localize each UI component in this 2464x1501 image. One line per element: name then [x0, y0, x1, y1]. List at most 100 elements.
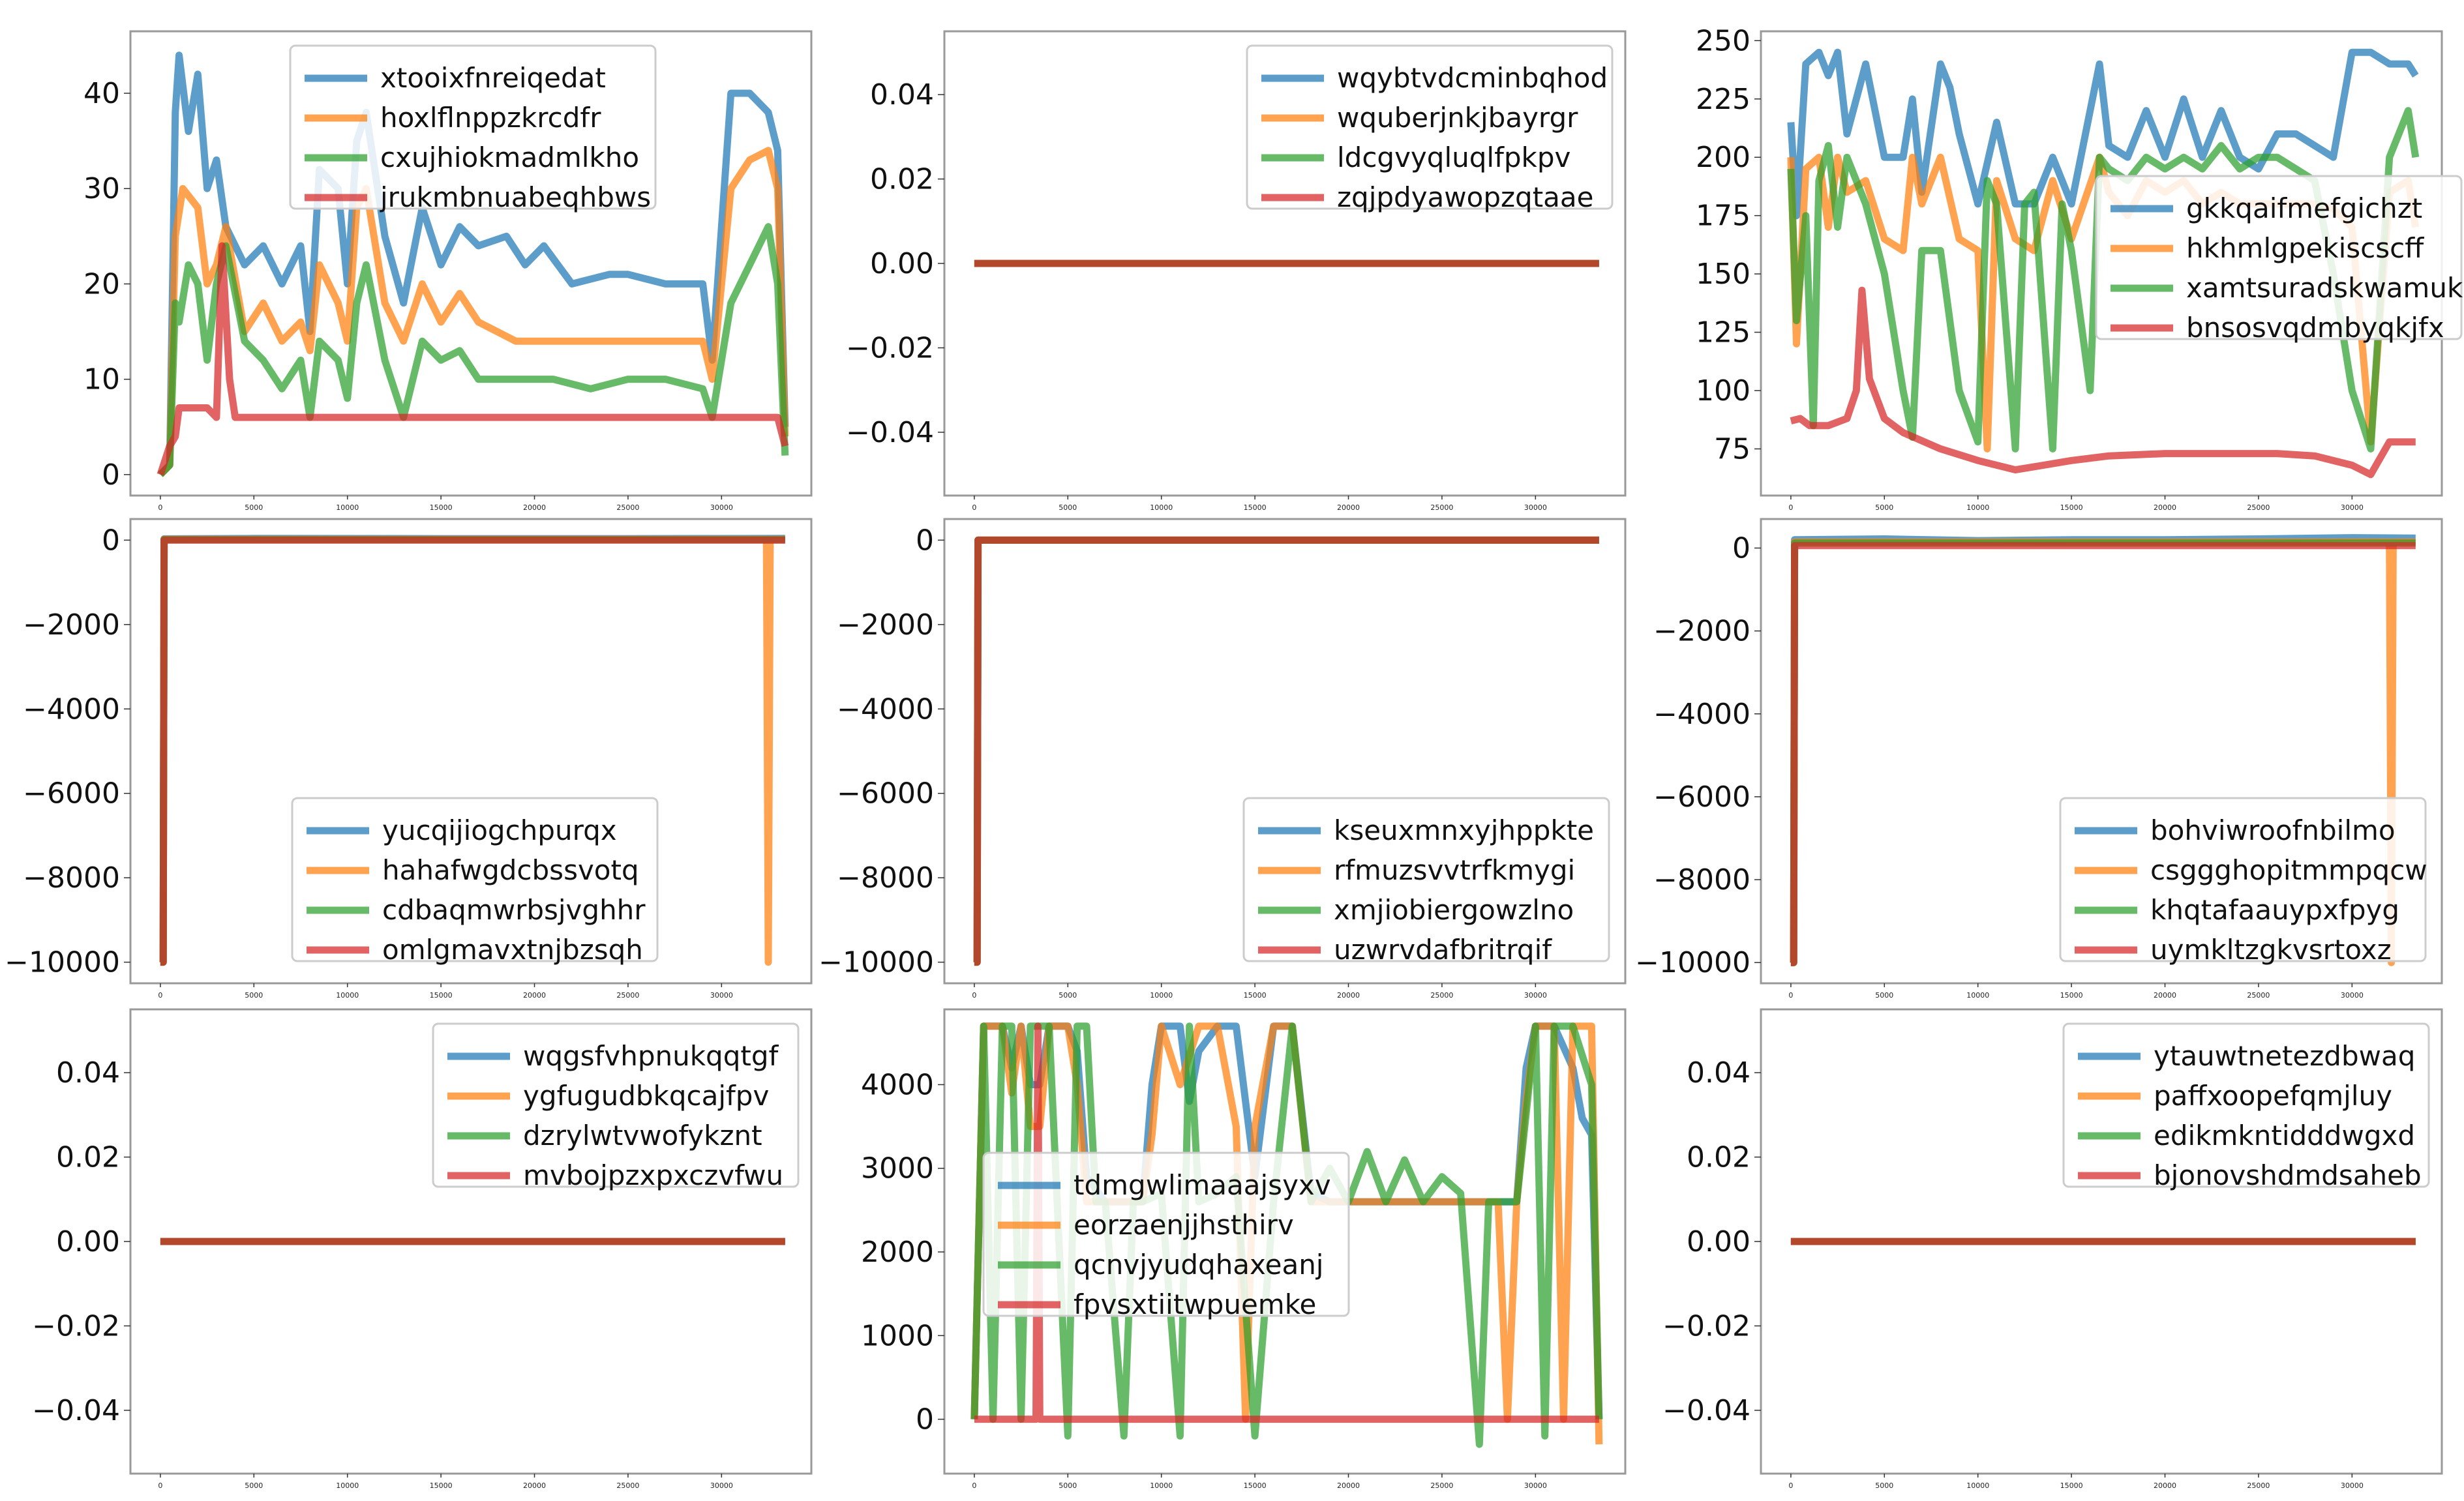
legend-label: cdbaqmwrbsjvghhr [382, 894, 646, 926]
legend-label: bnsosvqdmbyqkjfx [2186, 312, 2444, 344]
legend-label: kseuxmnxyjhppkte [1334, 814, 1594, 846]
y-tick-label: 250 [1696, 24, 1750, 57]
x-tick-label: 10000 [1966, 991, 1989, 1000]
x-tick-label: 25000 [1430, 1481, 1453, 1490]
y-tick-label: −0.02 [32, 1309, 120, 1343]
y-tick-label: 10 [83, 363, 120, 396]
y-tick-label: −0.02 [846, 331, 934, 364]
y-tick-label: 3000 [861, 1152, 934, 1185]
x-tick-label: 15000 [1244, 991, 1267, 1000]
x-tick-label: 20000 [2154, 991, 2176, 1000]
y-tick-label: 0.04 [1687, 1056, 1750, 1090]
y-tick-label: −0.04 [846, 416, 934, 449]
x-tick-label: 25000 [1430, 991, 1453, 1000]
x-tick-label: 5000 [1875, 503, 1893, 512]
y-tick-label: 20 [83, 267, 120, 301]
y-tick-label: −6000 [1653, 780, 1750, 814]
x-tick-label: 25000 [2247, 991, 2270, 1000]
legend-label: bohviwroofnbilmo [2150, 814, 2396, 846]
x-tick-label: 25000 [1430, 503, 1453, 512]
y-tick-label: 0 [1732, 532, 1750, 565]
y-tick-label: −0.04 [1662, 1394, 1750, 1427]
x-tick-label: 0 [158, 503, 162, 512]
subplot-3: 250 225 200 175 150 125 100 75 0 5000 10000 15000 20… [1696, 24, 2463, 512]
legend-label: hkhmlgpekiscscff [2186, 232, 2424, 264]
x-tick-label: 0 [1788, 1481, 1793, 1490]
series-line-4 [973, 536, 1599, 966]
x-tick-label: 15000 [2060, 991, 2083, 1000]
x-tick-label: 20000 [523, 991, 546, 1000]
legend-label: uymkltzgkvsrtoxz [2150, 934, 2392, 966]
legend-label: wquberjnkjbayrgr [1337, 102, 1578, 134]
plot-frame [943, 1008, 1627, 1475]
legend-box [291, 797, 659, 962]
x-tick-label: 30000 [1524, 991, 1547, 1000]
series-line-1 [157, 52, 789, 477]
legend-label: paffxoopefqmjluy [2154, 1080, 2392, 1112]
y-tick-label: 0.00 [870, 247, 934, 280]
series-line-4 [1790, 542, 2416, 966]
legend-label: uzwrvdafbritrqif [1334, 934, 1552, 966]
series-line-2 [157, 147, 789, 477]
legend-label: dzrylwtvwofykznt [523, 1120, 762, 1152]
x-tick-label: 25000 [616, 1481, 639, 1490]
plot-frame [1760, 518, 2443, 985]
series-lines [159, 535, 785, 966]
x-tick-label: 20000 [1337, 1481, 1360, 1490]
legend-box [2095, 175, 2463, 340]
x-tick-label: 5000 [245, 1481, 263, 1490]
legend: xtooixfnreiqedat hoxlflnppzkrcdfr cxujhiok… [289, 44, 657, 213]
x-tick-label: 15000 [430, 991, 453, 1000]
subplot-7: 0.04 0.02 0.00 −0.02 −0.04 0 5000 10000 15000 200… [32, 1008, 813, 1490]
x-tick-label: 10000 [1150, 991, 1173, 1000]
x-tick-label: 30000 [1524, 1481, 1547, 1490]
x-tick-label: 10000 [1966, 503, 1989, 512]
y-tick-label: −6000 [837, 777, 934, 810]
legend-label: khqtafaauypxfpyg [2150, 894, 2399, 926]
x-tick-label: 5000 [1059, 991, 1077, 1000]
x-tick-label: 0 [158, 991, 162, 1000]
plot-frame [129, 518, 813, 985]
y-tick-label: 2000 [861, 1236, 934, 1269]
x-tick-label: 15000 [2060, 1481, 2083, 1490]
legend-label: rfmuzsvvtrfkmygi [1334, 854, 1575, 886]
y-tick-label: −8000 [837, 861, 934, 895]
subplot-2: 0.04 0.02 0.00 −0.02 −0.04 0 5000 10000 15000 200… [846, 30, 1627, 512]
x-tick-label: 10000 [1150, 503, 1173, 512]
x-tick-label: 10000 [336, 503, 359, 512]
y-tick-label: 150 [1696, 258, 1750, 291]
x-tick-label: 30000 [710, 1481, 733, 1490]
subplot-9: 0.04 0.02 0.00 −0.02 −0.04 0 5000 10000 15000 200… [1662, 1008, 2443, 1490]
x-tick-label: 20000 [1337, 503, 1360, 512]
legend: yucqijiogchpurqx hahafwgdcbssvotq cdbaqmwr… [291, 797, 659, 966]
x-tick-label: 15000 [1244, 503, 1267, 512]
subplot-6: 0 −2000 −4000 −6000 −8000 −10000 0 5000 10000 150… [1635, 518, 2443, 1000]
x-tick-label: 0 [158, 1481, 162, 1490]
y-tick-label: 30 [83, 172, 120, 205]
series-lines [157, 52, 789, 477]
legend-label: xamtsuradskwamuk [2186, 272, 2463, 304]
x-tick-label: 5000 [1059, 503, 1077, 512]
legend: wqybtvdcminbqhod wquberjnkjbayrgr ldcgvyql… [1246, 44, 1614, 213]
y-tick-label: 0.02 [56, 1141, 120, 1174]
y-tick-label: 0.00 [1687, 1225, 1750, 1258]
legend-box [1246, 44, 1614, 210]
y-tick-label: 4000 [861, 1068, 934, 1101]
legend-box [289, 44, 657, 210]
legend-label: xtooixfnreiqedat [380, 62, 606, 94]
x-tick-label: 25000 [2247, 503, 2270, 512]
legend-label: fpvsxtiitwpuemke [1074, 1288, 1316, 1320]
legend-label: ytauwtnetezdbwaq [2154, 1040, 2415, 1072]
y-tick-label: 225 [1696, 83, 1750, 116]
legend-label: wqybtvdcminbqhod [1337, 62, 1608, 94]
x-tick-label: 5000 [1059, 1481, 1077, 1490]
legend: gkkqaifmefgichzt hkhmlgpekiscscff xamtsura… [2095, 175, 2463, 344]
x-tick-label: 30000 [2341, 1481, 2364, 1490]
series-line-3 [157, 223, 789, 477]
legend-label: hoxlflnppzkrcdfr [380, 102, 601, 134]
y-tick-label: 1000 [861, 1319, 934, 1352]
legend-box [982, 1152, 1350, 1317]
series-line-1 [1787, 48, 2419, 220]
legend-label: ldcgvyqluqlfpkpv [1337, 141, 1570, 173]
y-tick-label: 0.02 [1687, 1141, 1750, 1174]
